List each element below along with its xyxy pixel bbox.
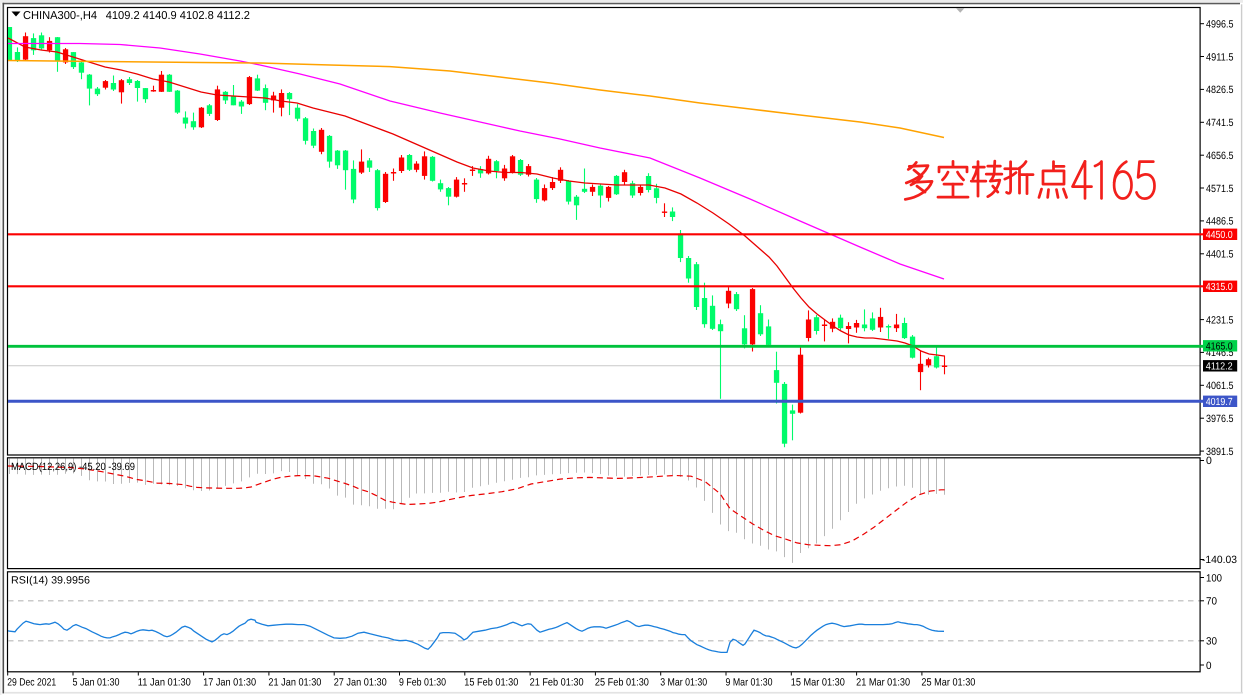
svg-text:4231.5: 4231.5 [1206,314,1234,326]
svg-text:29 Dec 2021: 29 Dec 2021 [7,677,56,689]
svg-text:3891.5: 3891.5 [1206,446,1234,458]
svg-text:4826.5: 4826.5 [1206,84,1234,96]
svg-text:30: 30 [1206,636,1217,648]
svg-text:3976.5: 3976.5 [1206,413,1234,425]
svg-text:4450.0: 4450.0 [1206,230,1233,241]
svg-text:11 Jan 01:30: 11 Jan 01:30 [138,677,191,689]
svg-text:21 Feb 01:30: 21 Feb 01:30 [530,677,584,689]
svg-text:4112.2: 4112.2 [1206,362,1233,373]
svg-text:70: 70 [1206,596,1217,608]
svg-text:4315.0: 4315.0 [1206,282,1233,293]
svg-text:17 Jan 01:30: 17 Jan 01:30 [203,677,256,689]
svg-text:4656.5: 4656.5 [1206,150,1234,162]
svg-text:15 Mar 01:30: 15 Mar 01:30 [791,677,845,689]
svg-text:-140.03: -140.03 [1202,554,1237,566]
svg-text:RSI(14) 39.9956: RSI(14) 39.9956 [11,575,90,587]
svg-text:4061.5: 4061.5 [1206,380,1234,392]
svg-text:25 Mar 01:30: 25 Mar 01:30 [921,677,975,689]
svg-text:9 Mar 01:30: 9 Mar 01:30 [726,677,773,689]
svg-text:CHINA300-,H4 4109.2 4140.9 41: CHINA300-,H4 4109.2 4140.9 4102.8 4112.2 [23,10,250,22]
svg-text:4996.5: 4996.5 [1206,19,1234,31]
svg-text:4019.7: 4019.7 [1206,397,1233,408]
svg-text:4401.5: 4401.5 [1206,249,1234,261]
svg-text:5 Jan 01:30: 5 Jan 01:30 [73,677,120,689]
svg-text:21 Mar 01:30: 21 Mar 01:30 [856,677,910,689]
svg-text:4486.5: 4486.5 [1206,216,1234,228]
svg-text:21 Jan 01:30: 21 Jan 01:30 [268,677,321,689]
svg-text:4911.5: 4911.5 [1206,51,1234,63]
svg-text:27 Jan 01:30: 27 Jan 01:30 [334,677,387,689]
svg-text:MACD(12,26,9) -45.20 -39.69: MACD(12,26,9) -45.20 -39.69 [11,461,135,473]
svg-text:0: 0 [1206,455,1212,467]
svg-text:3 Mar 01:30: 3 Mar 01:30 [660,677,707,689]
svg-text:4741.5: 4741.5 [1206,117,1234,129]
svg-text:4571.5: 4571.5 [1206,183,1234,195]
svg-text:9 Feb 01:30: 9 Feb 01:30 [399,677,446,689]
svg-text:25 Feb 01:30: 25 Feb 01:30 [595,677,649,689]
svg-text:100: 100 [1206,572,1222,584]
svg-text:0: 0 [1206,660,1212,672]
svg-text:4165.0: 4165.0 [1206,342,1233,353]
svg-text:15 Feb 01:30: 15 Feb 01:30 [464,677,518,689]
